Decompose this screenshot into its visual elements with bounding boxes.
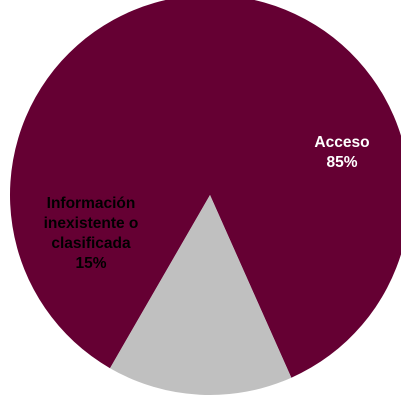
pie-label-line: inexistente o	[44, 215, 139, 232]
pie-label-line: clasificada	[51, 235, 131, 252]
pie-label-line: 15%	[75, 255, 106, 272]
pie-slices	[10, 0, 401, 396]
pie-label-line: 85%	[326, 154, 357, 171]
pie-label-line: Información	[47, 195, 136, 212]
pie-label-acceso: Acceso 85%	[314, 134, 369, 171]
pie-slice-acceso	[10, 0, 401, 378]
pie-label-informacion-inexistente: Información inexistente o clasificada 15%	[44, 195, 139, 272]
pie-slice-informacion-inexistente	[110, 195, 292, 396]
pie-label-line: Acceso	[314, 134, 369, 151]
pie-labels: Acceso 85% Información inexistente o clasifi…	[44, 134, 370, 272]
